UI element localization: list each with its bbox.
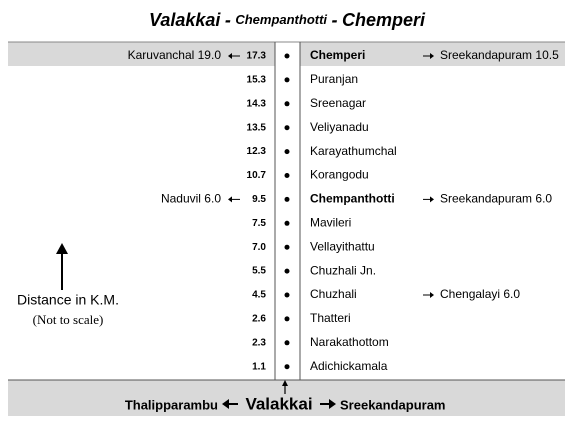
stop-dot (284, 316, 290, 322)
title-end: Chemperi (342, 10, 426, 30)
stop-dot (284, 149, 290, 155)
footer-arrow-left-head (222, 399, 229, 409)
footer-left: Thalipparambu (125, 397, 218, 412)
stop-name: Chuzhali Jn. (310, 263, 376, 277)
stop-name: Narakathottom (310, 335, 389, 349)
stop-name: Mavileri (310, 215, 351, 229)
stop-dot (284, 101, 290, 107)
stop-name: Sreenagar (310, 96, 366, 110)
stop-distance: 17.3 (247, 51, 267, 62)
stops: 17.3 Chemperi Karuvanchal 19.0 Sreekandapur… (128, 48, 559, 373)
stop-distance: 7.5 (252, 218, 266, 229)
stop-dot (284, 125, 290, 131)
stop-distance: 10.7 (247, 170, 267, 181)
stop-distance: 1.1 (252, 361, 266, 372)
stop-name: Puranjan (310, 72, 358, 86)
stop-dot (284, 173, 290, 178)
stop-distance: 12.3 (247, 146, 267, 157)
stop-dot (284, 364, 290, 370)
stop-name: Thatteri (310, 311, 351, 325)
stop-dot (284, 220, 290, 226)
footer-center: Valakkai (245, 394, 312, 413)
stop-name: Chempanthotti (310, 192, 395, 206)
branch-right-arrow-head (430, 196, 434, 203)
stop-distance: 13.5 (247, 122, 267, 133)
stop-name: Adichickamala (310, 359, 388, 373)
stop-name: Karayathumchal (310, 144, 397, 158)
stop-name: Vellayithattu (310, 239, 375, 253)
stop-distance: 5.5 (252, 266, 266, 277)
branch-right-arrow-head (430, 292, 434, 298)
stop-distance: 4.5 (252, 290, 266, 301)
footer-arrow-right-head (329, 399, 336, 409)
stop-name: Veliyanadu (310, 120, 369, 134)
branch-left: Karuvanchal 19.0 (128, 48, 222, 62)
stop-dot (284, 268, 290, 274)
stop-distance: 9.5 (252, 194, 266, 205)
title-sep: - (225, 10, 231, 30)
stop-dot (284, 292, 290, 298)
branch-left: Naduvil 6.0 (161, 192, 221, 206)
stop-dot (284, 340, 290, 346)
branch-left-arrow-head (228, 196, 232, 203)
title-middle: Chempanthotti (235, 12, 327, 27)
stop-distance: 2.6 (252, 314, 266, 325)
stop-dot (284, 77, 290, 83)
stop-dot (284, 244, 290, 250)
title-start: Valakkai (149, 10, 221, 30)
branch-right: Sreekandapuram 6.0 (440, 192, 552, 206)
branch-right-arrow-head (430, 53, 434, 59)
branch-left-arrow-head (228, 53, 232, 59)
stop-distance: 14.3 (247, 98, 267, 109)
branch-right: Sreekandapuram 10.5 (440, 48, 559, 62)
stop-distance: 7.0 (252, 242, 266, 253)
stop-distance: 15.3 (247, 75, 267, 86)
legend-note: (Not to scale) (33, 312, 104, 327)
stop-name: Korangodu (310, 168, 369, 182)
legend-arrow-head (56, 243, 68, 254)
stop-dot (284, 196, 290, 202)
stop-dot (284, 53, 290, 59)
branch-right: Chengalayi 6.0 (440, 287, 520, 301)
title-sep: - (332, 10, 338, 30)
stop-name: Chuzhali (310, 287, 357, 301)
stop-name: Chemperi (310, 48, 365, 62)
stop-distance: 2.3 (252, 337, 266, 348)
origin-arrow-head (282, 380, 288, 386)
footer-right: Sreekandapuram (340, 397, 446, 412)
legend-label: Distance in K.M. (17, 292, 119, 308)
title: Valakkai - Chempanthotti - Chemperi (149, 10, 426, 30)
